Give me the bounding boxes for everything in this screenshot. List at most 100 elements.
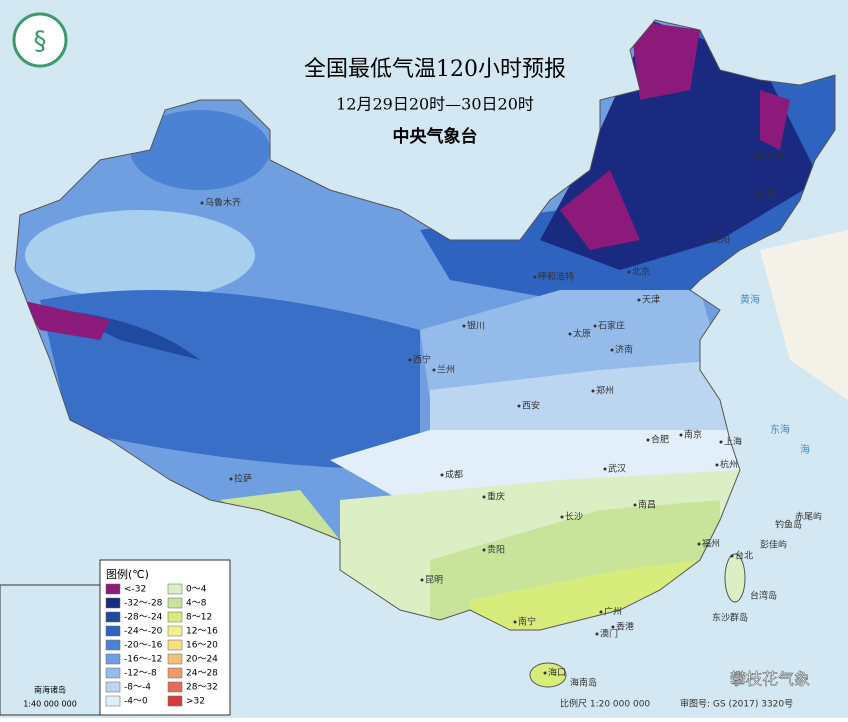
city-dot [633, 503, 637, 507]
legend-swatch [167, 611, 183, 623]
city-label: 郑州 [596, 385, 614, 397]
legend-swatch [105, 667, 121, 679]
island-label: 彭佳屿 [760, 539, 787, 551]
city-dot [715, 463, 719, 467]
legend-label: -24～-20 [124, 627, 163, 637]
legend-swatch [167, 597, 183, 609]
scale: 比例尺 1:20 000 000 [560, 698, 650, 710]
legend-label: 0～4 [186, 585, 207, 595]
city-dot [462, 324, 466, 328]
legend-swatch [167, 653, 183, 665]
sea-label: 海 [800, 443, 810, 456]
legend-label: <-32 [124, 585, 146, 595]
city-dot [610, 348, 614, 352]
city-label: 长春 [758, 189, 776, 201]
legend-label: 28～32 [186, 683, 218, 693]
legend-label: 16～20 [186, 641, 218, 651]
subtitle: 12月29日20时—30日20时 [336, 95, 534, 114]
city-label: 兰州 [437, 364, 455, 376]
cma-logo [12, 12, 68, 68]
city-dot [719, 440, 723, 444]
island-label: 赤尾屿 [795, 512, 822, 523]
legend-label: -28～-24 [124, 613, 163, 623]
city-dot [513, 620, 517, 624]
city-dot [697, 542, 701, 546]
approval: 审图号: GS (2017) 3320号 [680, 698, 793, 710]
legend-label: >32 [186, 697, 205, 707]
legend-swatch [105, 695, 121, 707]
city-dot [200, 201, 204, 205]
city-label: 沈阳 [712, 234, 730, 246]
city-label: 香港 [616, 621, 634, 633]
island-label: 钓鱼岛 [775, 519, 802, 531]
city-dot [599, 610, 603, 614]
city-label: 太原 [573, 328, 591, 340]
city-label: 澳门 [600, 628, 618, 640]
city-label: 南宁 [518, 616, 536, 628]
city-label: 南京 [684, 429, 702, 441]
inset-scale: 1:40 000 000 [23, 700, 77, 709]
hainan [529, 662, 567, 688]
legend-swatch [105, 639, 121, 651]
city-dot [593, 324, 597, 328]
city-label: 成都 [445, 469, 463, 481]
agency: 中央气象台 [393, 126, 478, 147]
city-dot [707, 238, 711, 242]
city-label: 广州 [604, 606, 622, 618]
city-dot [679, 433, 683, 437]
island-label: 海南岛 [570, 677, 597, 689]
city-label: 哈尔滨 [758, 151, 785, 163]
city-dot [408, 358, 412, 362]
korea-land [760, 230, 848, 400]
legend-swatch [105, 611, 121, 623]
sea-label: 黄海 [740, 293, 760, 306]
legend-swatch [105, 681, 121, 693]
city-dot [646, 438, 650, 442]
city-label: 长沙 [565, 511, 583, 523]
city-label: 北京 [632, 266, 650, 278]
legend: <-32 -32～-28 -28～-24 -24～-20 -20～-16 -16～-12 -… [105, 583, 218, 707]
legend-title: 图例(℃) [106, 567, 149, 581]
city-dot [533, 275, 537, 279]
city-dot [482, 495, 486, 499]
city-label: 西宁 [413, 354, 431, 366]
city-dot [595, 632, 599, 636]
legend-label: 12～16 [186, 627, 218, 637]
city-dot [440, 473, 444, 477]
city-dot [730, 554, 734, 558]
china-border [14, 19, 836, 631]
city-dot [482, 548, 486, 552]
city-dot [432, 368, 436, 372]
legend-label: -20～-16 [124, 641, 163, 651]
city-label: 呼和浩特 [538, 271, 574, 283]
watermark: 攀枝花气象 [730, 670, 810, 689]
city-dot [517, 404, 521, 408]
legend-swatch [167, 667, 183, 679]
legend-label: -12～-8 [124, 669, 157, 679]
legend-swatch [167, 695, 183, 707]
legend-label: -8～-4 [124, 683, 151, 693]
island-label: 台湾岛 [750, 590, 777, 602]
city-label: 济南 [615, 344, 633, 356]
city-dot [611, 625, 615, 629]
city-dot [627, 270, 631, 274]
legend-swatch [105, 597, 121, 609]
city-dot [603, 467, 607, 471]
city-label: 拉萨 [234, 473, 252, 485]
cma-logo-glyph: § [34, 27, 47, 57]
taiwan [724, 553, 746, 603]
legend-swatch [167, 681, 183, 693]
city-label: 天津 [642, 295, 660, 306]
legend-swatch [167, 639, 183, 651]
legend-label: 8～12 [186, 613, 212, 623]
city-dot [420, 578, 424, 582]
city-dot [229, 477, 233, 481]
legend-swatch [105, 625, 121, 637]
city-label: 银川 [467, 320, 485, 332]
city-label: 重庆 [487, 491, 505, 503]
legend-label: -32～-28 [124, 599, 163, 609]
inset-title: 南海诸岛 [34, 685, 66, 695]
sea-label: 东海 [770, 423, 790, 436]
